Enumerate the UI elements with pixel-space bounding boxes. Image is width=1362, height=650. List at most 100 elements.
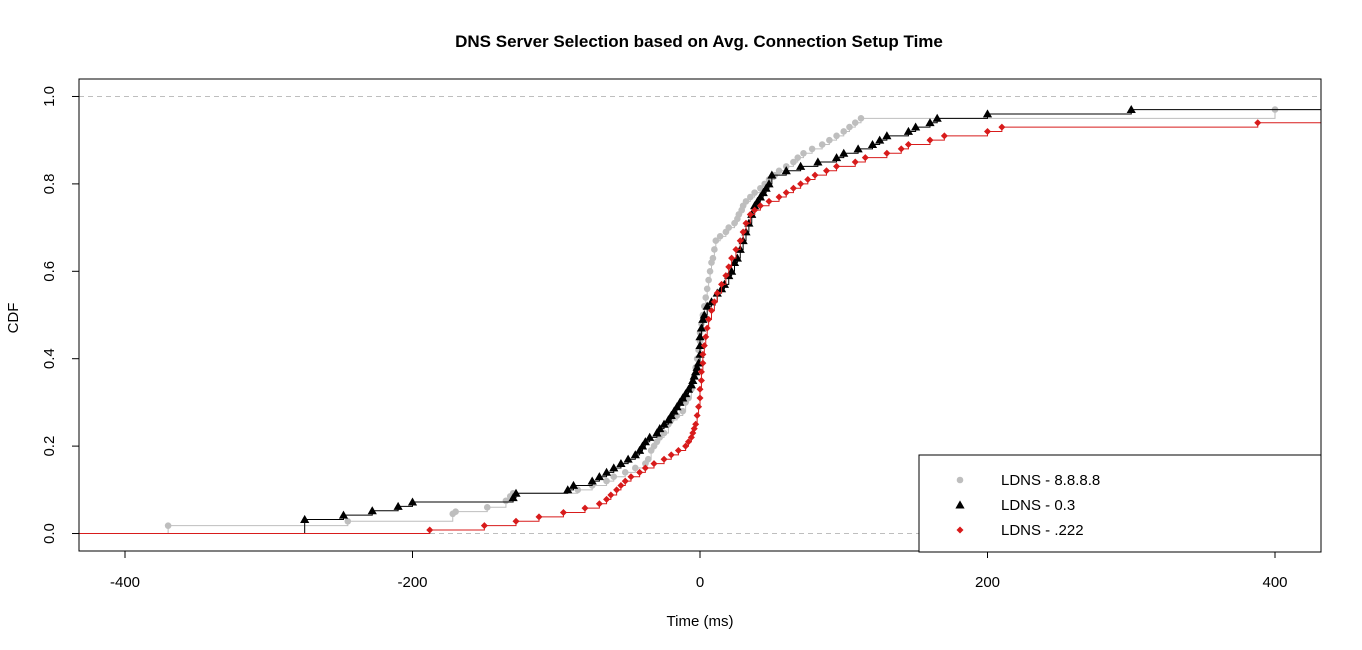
series-point [697, 377, 705, 385]
series-point [452, 508, 459, 515]
series-point [751, 206, 759, 214]
legend-label: LDNS - .222 [1001, 522, 1084, 539]
series-point [761, 183, 771, 192]
series-point [846, 123, 853, 131]
series-point [696, 385, 704, 393]
series-point [718, 280, 726, 288]
series-point [767, 170, 777, 179]
legend-item: LDNS - 0.3 [955, 497, 1075, 514]
series-point [911, 122, 921, 131]
series-point [659, 419, 669, 428]
series-point [693, 412, 701, 420]
series-point [678, 393, 688, 402]
series-point [851, 119, 859, 127]
series-point [407, 497, 418, 506]
series-point [725, 263, 733, 271]
series-point [833, 162, 841, 170]
series-point [903, 126, 914, 135]
series-point [998, 123, 1006, 131]
x-axis-label: Time (ms) [667, 613, 734, 630]
series-point [686, 380, 696, 389]
series-point [688, 375, 698, 385]
series-point [811, 171, 819, 179]
series-point [667, 451, 675, 459]
series-point [426, 526, 434, 534]
series-point [725, 224, 733, 231]
series-point [742, 198, 750, 205]
x-tick-label: -200 [397, 574, 427, 591]
series-point [765, 197, 773, 205]
x-tick-label: -400 [110, 574, 140, 591]
series-point [789, 184, 797, 192]
series-point [752, 196, 763, 205]
series-point [705, 315, 713, 323]
series-point [623, 454, 633, 463]
series-point [616, 458, 626, 468]
series-point [940, 132, 948, 140]
series-point [655, 424, 665, 433]
series-point [711, 246, 718, 253]
series-point [709, 254, 717, 262]
series-point [621, 477, 629, 485]
series-layer [79, 104, 1321, 535]
series-point [742, 219, 750, 227]
series-point [164, 522, 172, 529]
legend-label: LDNS - 8.8.8.8 [1001, 472, 1100, 489]
legend-marker [955, 500, 965, 509]
series-point [716, 233, 724, 240]
series-point [755, 192, 765, 201]
legend-box [918, 454, 1322, 553]
series-point [559, 509, 567, 517]
series-point [932, 113, 942, 122]
series-point [796, 161, 806, 170]
x-tick-label: 200 [975, 574, 1000, 591]
series-point [535, 513, 543, 521]
series-point [739, 228, 747, 236]
series-point [607, 491, 615, 499]
series-point [699, 350, 707, 358]
legend-item: LDNS - 8.8.8.8 [956, 472, 1100, 489]
series-point [692, 420, 700, 428]
series-point [637, 441, 648, 450]
legend-label: LDNS - 0.3 [1001, 497, 1075, 514]
series-point [367, 506, 377, 515]
series-point [705, 276, 712, 284]
series-point [675, 397, 685, 406]
series-point [833, 132, 840, 140]
series-point [857, 115, 865, 122]
series-point [594, 472, 604, 481]
legend-marker [956, 526, 964, 534]
series-point [640, 437, 650, 446]
series-point [603, 477, 610, 485]
series-point [610, 473, 618, 481]
series-point [751, 189, 758, 196]
series-point [897, 145, 905, 153]
series-point [587, 476, 597, 485]
chart-title: DNS Server Selection based on Avg. Conne… [455, 32, 943, 51]
series-point [483, 503, 491, 511]
legend-item: LDNS - .222 [956, 522, 1084, 539]
series-point [728, 254, 736, 262]
series-point [826, 136, 833, 144]
series-point [823, 167, 830, 175]
series-point [982, 109, 993, 118]
series-point [581, 504, 589, 512]
series-point [926, 136, 934, 144]
series-point [695, 403, 703, 411]
series-point [702, 301, 712, 310]
series-point [630, 450, 640, 459]
series-point [729, 257, 740, 267]
series-point [393, 501, 403, 510]
series-point [727, 266, 737, 275]
series-point [883, 149, 891, 157]
series-point [713, 289, 721, 297]
series-point [800, 149, 807, 157]
series-point [722, 272, 730, 280]
y-tick-label: 0.8 [41, 173, 58, 194]
legend-marker [956, 476, 964, 484]
series-point [699, 310, 709, 319]
x-tick-label: 400 [1262, 574, 1287, 591]
series-point [663, 415, 673, 424]
series-point [839, 148, 849, 157]
